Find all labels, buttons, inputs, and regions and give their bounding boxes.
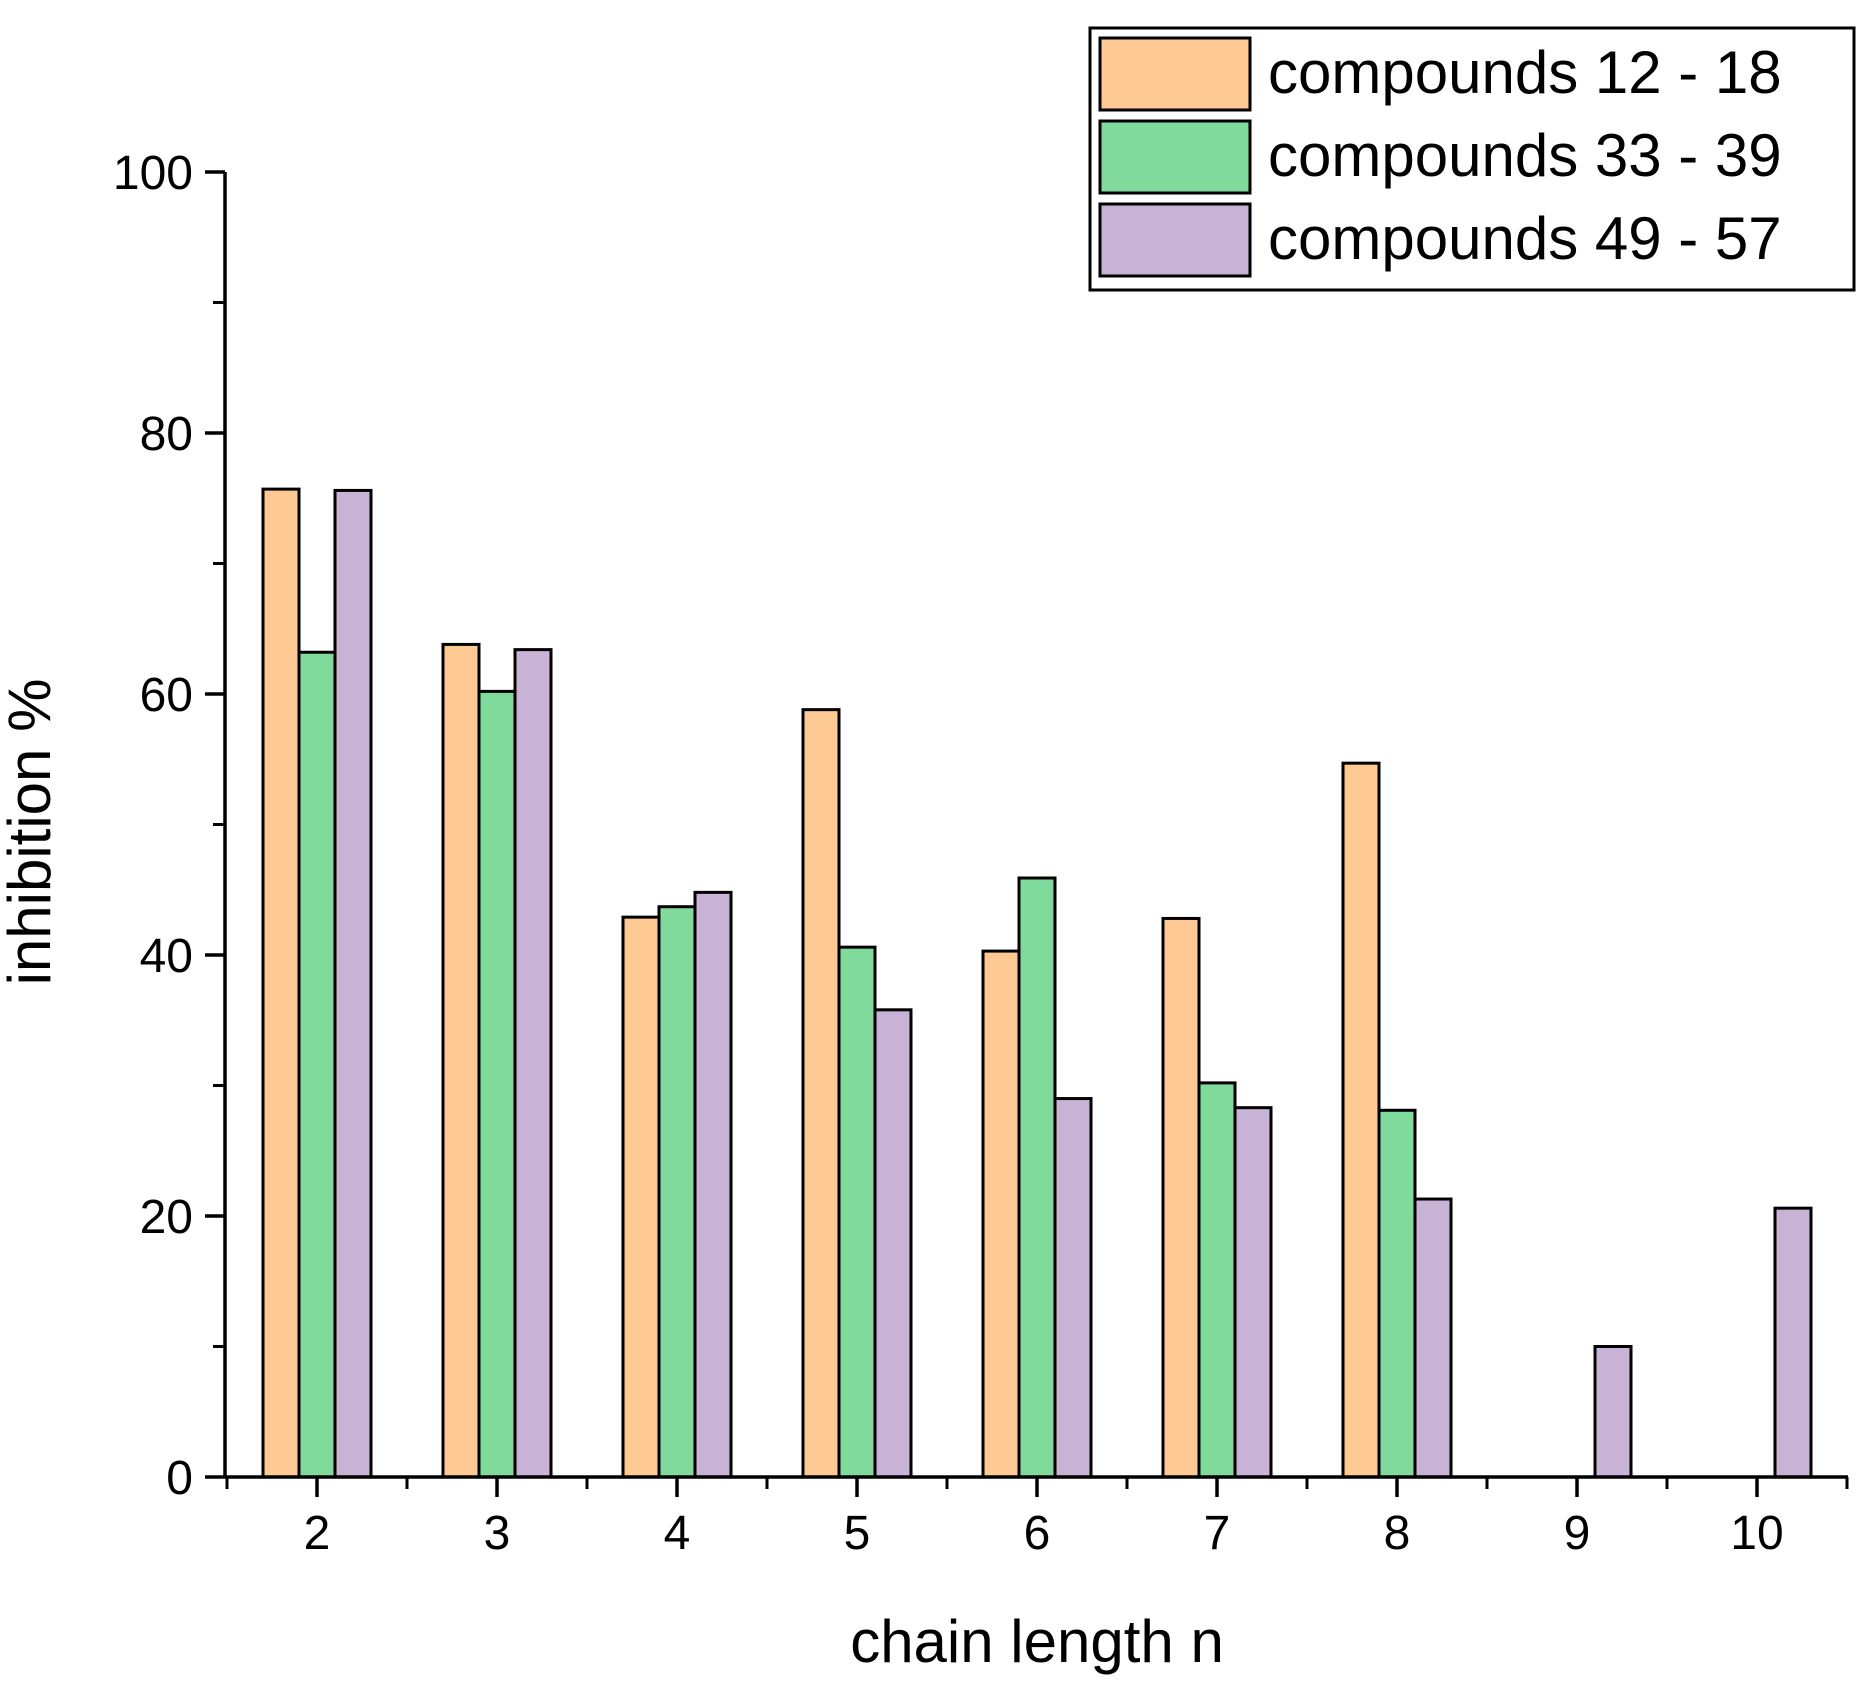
y-axis-label: inhibition % xyxy=(0,679,63,986)
x-tick-label: 6 xyxy=(1024,1507,1051,1560)
bar-3-3 xyxy=(513,648,553,1479)
x-tick-label: 5 xyxy=(844,1507,871,1560)
bar-2-4 xyxy=(657,905,697,1479)
y-tick-label: 20 xyxy=(140,1191,193,1244)
y-tick-label: 0 xyxy=(166,1452,193,1505)
bar-3-4 xyxy=(693,890,733,1479)
bar-1-8 xyxy=(1341,761,1381,1479)
bar-3-9 xyxy=(1593,1345,1633,1479)
bar-3-10 xyxy=(1773,1206,1813,1479)
bar-1-3 xyxy=(441,642,481,1479)
y-tick-label: 100 xyxy=(113,147,193,200)
legend-swatch-3 xyxy=(1098,202,1252,278)
y-tick-label: 60 xyxy=(140,669,193,722)
x-tick-label: 10 xyxy=(1730,1507,1783,1560)
y-tick-label: 40 xyxy=(140,930,193,983)
bar-3-8 xyxy=(1413,1197,1453,1479)
x-tick-label: 9 xyxy=(1564,1507,1591,1560)
bar-1-2 xyxy=(261,487,301,1479)
bar-1-5 xyxy=(801,708,841,1479)
legend-label-2: compounds 33 - 39 xyxy=(1268,122,1782,189)
bar-2-6 xyxy=(1017,876,1057,1479)
bar-3-7 xyxy=(1233,1106,1273,1479)
legend-label-3: compounds 49 - 57 xyxy=(1268,205,1782,272)
bar-1-6 xyxy=(981,949,1021,1479)
legend: compounds 12 - 18 compounds 33 - 39 compou… xyxy=(1088,26,1856,292)
x-tick-label: 2 xyxy=(304,1507,331,1560)
x-tick-label: 7 xyxy=(1204,1507,1231,1560)
y-tick-label: 80 xyxy=(140,408,193,461)
bar-1-7 xyxy=(1161,916,1201,1479)
bar-2-5 xyxy=(837,945,877,1479)
x-tick-label: 8 xyxy=(1384,1507,1411,1560)
x-axis-label: chain length n xyxy=(850,1608,1224,1675)
bar-2-3 xyxy=(477,689,517,1479)
legend-label-1: compounds 12 - 18 xyxy=(1268,39,1782,106)
legend-swatch-1 xyxy=(1098,36,1252,112)
bar-2-7 xyxy=(1197,1081,1237,1479)
bar-3-6 xyxy=(1053,1097,1093,1479)
bar-3-5 xyxy=(873,1008,913,1479)
axes-layer: 0 20 40 60 80 100 2 3 4 5 6 7 8 9 10 xyxy=(113,147,1849,1560)
bar-2-2 xyxy=(297,650,337,1479)
bars-layer xyxy=(261,487,1813,1479)
x-tick-label: 3 xyxy=(484,1507,511,1560)
bar-1-4 xyxy=(621,915,661,1479)
x-tick-label: 4 xyxy=(664,1507,691,1560)
bar-2-8 xyxy=(1377,1108,1417,1479)
bar-3-2 xyxy=(333,488,373,1479)
legend-swatch-2 xyxy=(1098,119,1252,195)
